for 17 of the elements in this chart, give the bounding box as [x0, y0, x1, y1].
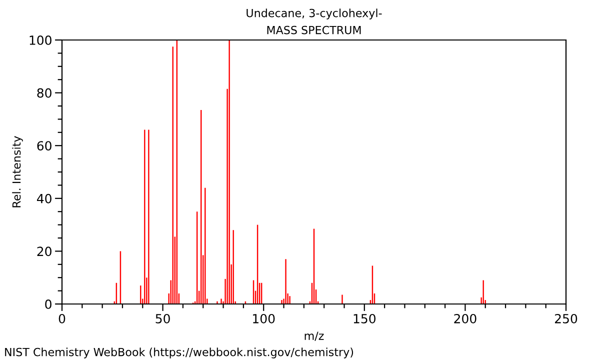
chart-title: Undecane, 3-cyclohexyl- [246, 8, 382, 20]
x-tick-label: 100 [253, 314, 275, 324]
y-tick-label: 40 [36, 194, 52, 204]
x-tick-label: 200 [454, 314, 476, 324]
chart-subtitle: MASS SPECTRUM [267, 26, 361, 34]
y-tick-label: 80 [37, 88, 52, 98]
y-axis-title: Rel. Intensity [12, 136, 23, 208]
y-tick-label: 60 [37, 141, 52, 151]
x-tick-label: 50 [156, 314, 170, 324]
text: NIST Chemistry WebBook (https://webbook.nist.gov/chemistry) [5, 348, 354, 358]
x-tick-label: 0 [58, 314, 66, 324]
x-tick-label: 150 [354, 314, 376, 324]
x-axis-title: m/z [304, 332, 324, 341]
y-tick-label: 100 [30, 35, 52, 45]
y-tick-label: 20 [37, 246, 52, 256]
x-tick-label: 250 [554, 314, 578, 324]
y-tick-label: 0 [45, 299, 52, 309]
